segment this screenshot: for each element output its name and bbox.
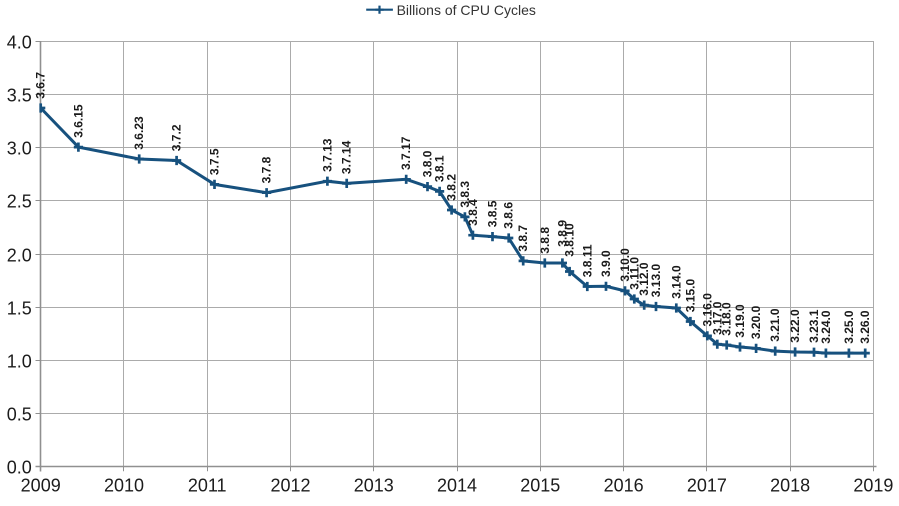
svg-text:0.5: 0.5 — [7, 404, 32, 424]
svg-text:3.6.23: 3.6.23 — [132, 116, 146, 150]
svg-text:3.9.0: 3.9.0 — [599, 250, 613, 277]
svg-text:2017: 2017 — [687, 476, 727, 496]
svg-text:3.7.8: 3.7.8 — [260, 156, 274, 183]
svg-text:4.0: 4.0 — [7, 32, 32, 52]
svg-text:3.0: 3.0 — [7, 138, 32, 158]
svg-text:3.8.10: 3.8.10 — [563, 223, 577, 257]
svg-text:2018: 2018 — [770, 476, 810, 496]
svg-text:3.26.0: 3.26.0 — [858, 310, 872, 344]
svg-text:3.22.0: 3.22.0 — [788, 309, 802, 343]
svg-text:3.8.9: 3.8.9 — [555, 220, 569, 247]
svg-text:3.18.0: 3.18.0 — [720, 302, 734, 336]
svg-text:3.12.0: 3.12.0 — [637, 262, 651, 296]
svg-text:2.5: 2.5 — [7, 191, 32, 211]
svg-text:3.25.0: 3.25.0 — [842, 310, 856, 344]
svg-text:3.20.0: 3.20.0 — [749, 305, 763, 339]
svg-text:3.24.0: 3.24.0 — [819, 310, 833, 344]
svg-text:3.8.3: 3.8.3 — [458, 181, 472, 208]
svg-text:3.6.15: 3.6.15 — [71, 104, 85, 138]
svg-text:3.21.0: 3.21.0 — [768, 308, 782, 342]
svg-text:0.0: 0.0 — [7, 457, 32, 477]
svg-text:3.17.0: 3.17.0 — [710, 301, 724, 335]
svg-text:3.5: 3.5 — [7, 85, 32, 105]
svg-text:Billions of CPU Cycles: Billions of CPU Cycles — [397, 2, 536, 18]
svg-text:3.7.14: 3.7.14 — [340, 140, 354, 174]
svg-text:3.6.7: 3.6.7 — [34, 72, 48, 99]
svg-text:2011: 2011 — [188, 476, 227, 496]
svg-text:3.8.5: 3.8.5 — [486, 200, 500, 227]
svg-text:2014: 2014 — [437, 476, 477, 496]
svg-text:3.8.2: 3.8.2 — [445, 174, 459, 201]
svg-text:3.19.0: 3.19.0 — [733, 304, 747, 338]
svg-text:2012: 2012 — [270, 476, 310, 496]
svg-text:3.16.0: 3.16.0 — [700, 293, 714, 327]
svg-text:2009: 2009 — [21, 476, 61, 496]
svg-text:3.7.5: 3.7.5 — [208, 148, 222, 175]
svg-text:3.13.0: 3.13.0 — [649, 264, 663, 298]
svg-text:3.11.0: 3.11.0 — [627, 257, 641, 290]
svg-text:3.7.13: 3.7.13 — [320, 138, 334, 172]
svg-text:2010: 2010 — [104, 476, 144, 496]
svg-text:2013: 2013 — [354, 476, 394, 496]
svg-text:2.0: 2.0 — [7, 245, 32, 265]
svg-text:3.7.17: 3.7.17 — [399, 136, 413, 170]
svg-text:3.23.1: 3.23.1 — [807, 309, 821, 343]
svg-text:3.10.0: 3.10.0 — [618, 248, 632, 282]
svg-text:3.8.7: 3.8.7 — [516, 225, 530, 252]
svg-text:3.8.4: 3.8.4 — [466, 199, 480, 226]
svg-text:3.8.6: 3.8.6 — [502, 202, 516, 229]
svg-text:3.8.11: 3.8.11 — [580, 244, 594, 277]
svg-text:3.8.8: 3.8.8 — [538, 227, 552, 254]
svg-text:3.8.0: 3.8.0 — [421, 150, 435, 177]
svg-text:3.15.0: 3.15.0 — [683, 279, 697, 313]
svg-text:2016: 2016 — [604, 476, 644, 496]
svg-text:1.5: 1.5 — [7, 298, 32, 318]
svg-text:1.0: 1.0 — [7, 351, 32, 371]
svg-text:3.7.2: 3.7.2 — [170, 124, 184, 151]
svg-text:2019: 2019 — [853, 476, 893, 496]
svg-text:3.14.0: 3.14.0 — [669, 265, 683, 299]
svg-text:2015: 2015 — [520, 476, 560, 496]
svg-text:3.8.1: 3.8.1 — [433, 155, 447, 182]
